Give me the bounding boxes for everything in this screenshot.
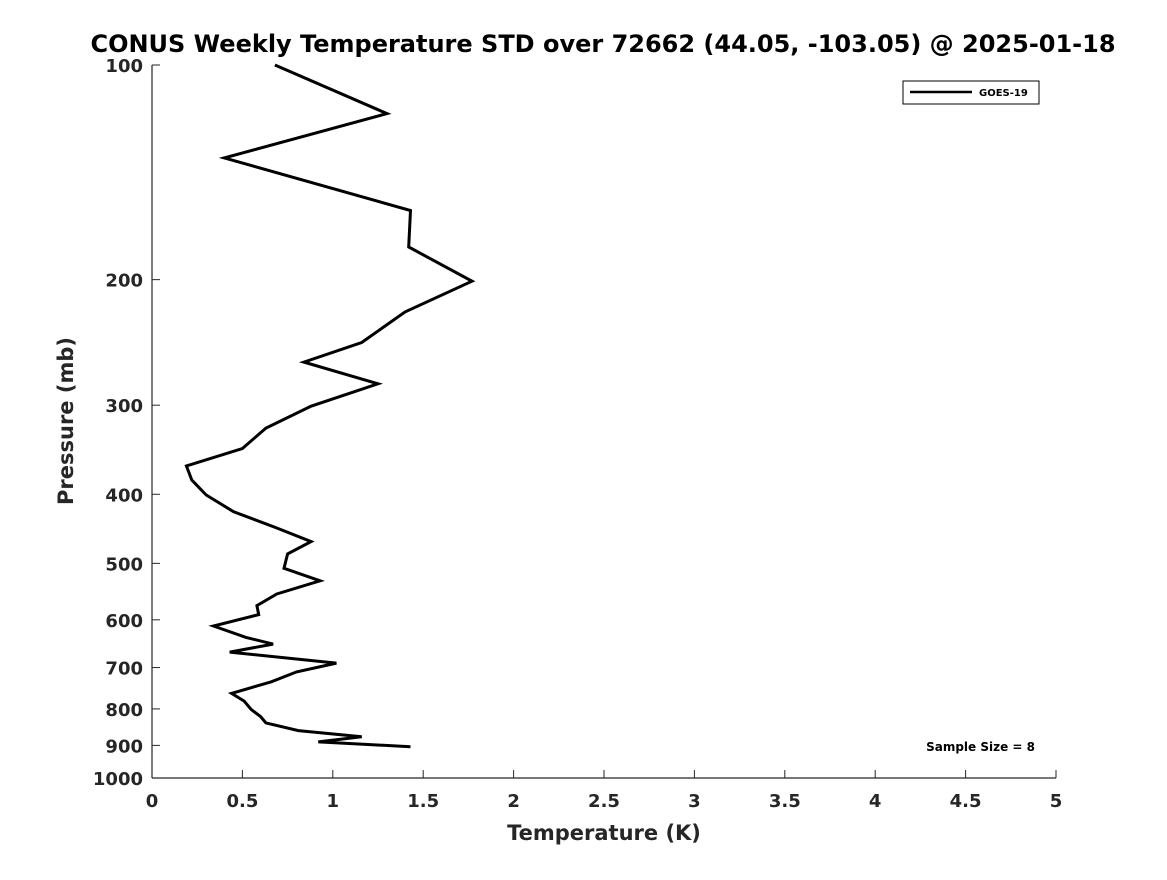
legend-label-goes-19: GOES-19 — [979, 88, 1028, 99]
x-tick-label: 5 — [1050, 791, 1063, 812]
x-tick-label: 3 — [688, 791, 701, 812]
y-tick-label: 900 — [105, 736, 143, 757]
x-axis-label: Temperature (K) — [507, 821, 701, 845]
series-line-goes-19 — [184, 63, 476, 749]
y-tick-label: 600 — [105, 611, 143, 632]
y-tick-label: 200 — [105, 271, 143, 292]
x-tick-label: 0.5 — [226, 791, 258, 812]
y-ticks: 100 200 300 400 500 600 700 800 900 1000 — [93, 56, 160, 790]
legend: GOES-19 — [902, 80, 1040, 105]
x-tick-label: 1.5 — [407, 791, 439, 812]
y-tick-label: 700 — [105, 659, 143, 680]
x-tick-label: 2 — [507, 791, 520, 812]
y-tick-label: 100 — [105, 56, 143, 77]
x-tick-label: 1 — [327, 791, 340, 812]
x-ticks: 0 0.5 1 1.5 2 2.5 3 3.5 4 4.5 5 — [146, 770, 1063, 812]
y-tick-label: 1000 — [93, 769, 143, 790]
y-tick-label: 500 — [105, 554, 143, 575]
x-tick-label: 2.5 — [588, 791, 620, 812]
x-tick-label: 4.5 — [950, 791, 982, 812]
series-layer — [184, 63, 476, 749]
x-tick-label: 0 — [146, 791, 159, 812]
y-tick-label: 400 — [105, 485, 143, 506]
sample-size-annotation: Sample Size = 8 — [926, 740, 1035, 754]
x-tick-label: 3.5 — [769, 791, 801, 812]
y-tick-label: 800 — [105, 700, 143, 721]
x-tick-label: 4 — [869, 791, 882, 812]
y-axis-label: Pressure (mb) — [54, 337, 78, 505]
y-tick-label: 300 — [105, 396, 143, 417]
chart-title: CONUS Weekly Temperature STD over 72662 … — [90, 30, 1115, 58]
axes: 0 0.5 1 1.5 2 2.5 3 3.5 4 4.5 5 100 200 300 400 500 600… — [93, 56, 1062, 812]
